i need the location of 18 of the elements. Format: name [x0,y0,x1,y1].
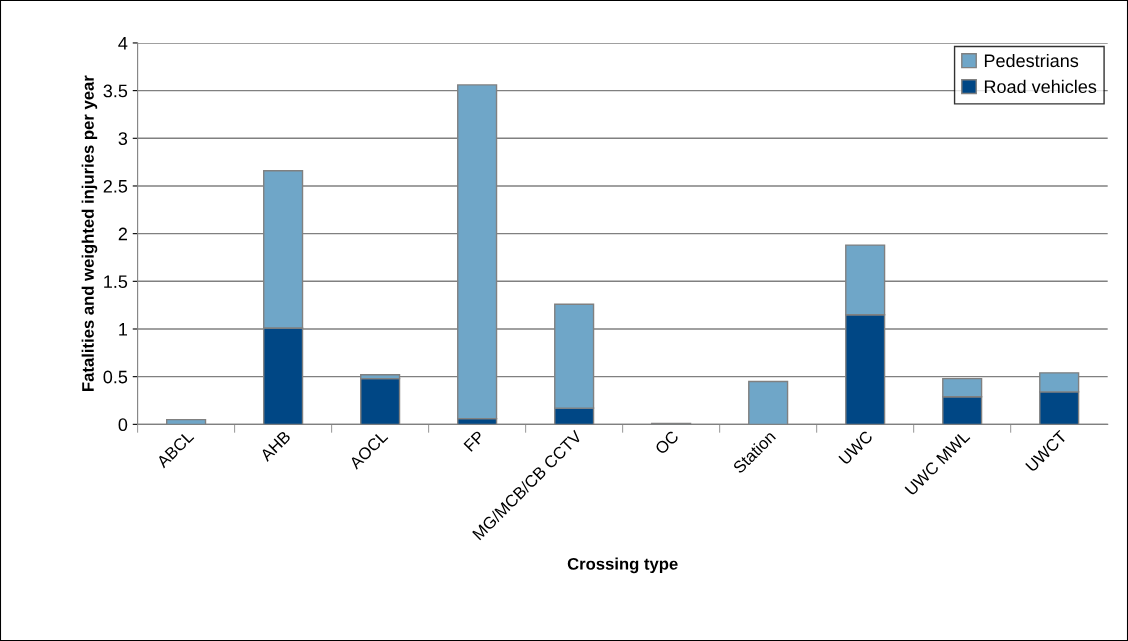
y-tick-label: 0 [118,418,128,432]
y-tick-label: 1.5 [104,275,128,289]
x-axis-title: Crossing type [567,557,678,574]
y-tick-label: 2.5 [103,179,128,193]
x-tick-label: FP [463,430,486,452]
bar [748,380,789,425]
bar [360,377,401,425]
y-tick-label: 4 [118,37,128,50]
y-axis-title: Fatalities and weighted injuries per year [81,75,98,391]
y-tick-label: 2 [118,227,127,241]
y-tick-label: 3.5 [103,84,128,98]
y-tick-label: 1 [119,323,128,336]
x-tick-label: OC [654,429,680,455]
y-tick-label: 3 [118,132,128,146]
legend-label: Road vehicles [984,79,1097,94]
legend-label: Pedestrians [984,53,1079,68]
y-tick-label: 0.5 [103,370,128,384]
bar [166,418,207,425]
